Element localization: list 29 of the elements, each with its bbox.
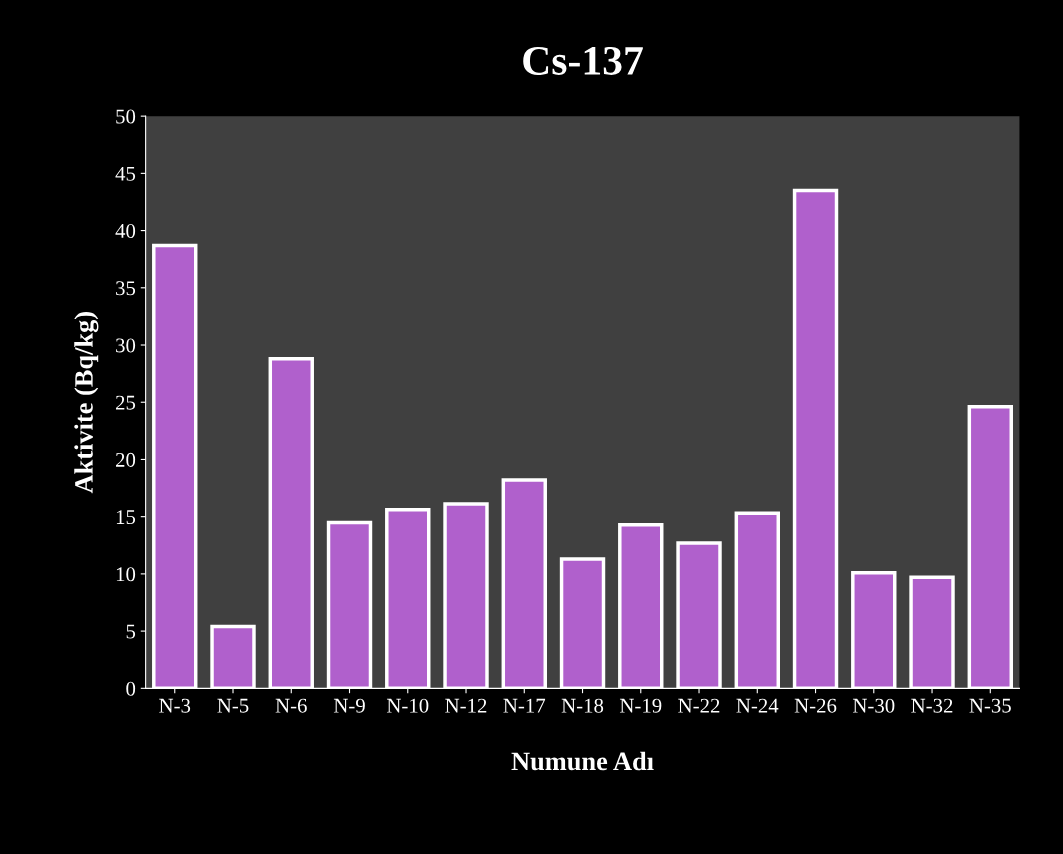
x-tick-label: N-19 <box>619 698 662 713</box>
y-axis-title: Aktivite (Bq/kg) <box>74 312 99 494</box>
x-tick-label: N-10 <box>386 698 429 713</box>
x-tick-label: N-26 <box>794 698 837 713</box>
y-tick-label: 5 <box>126 624 136 639</box>
x-axis-title: Numune Adı <box>511 751 654 771</box>
y-tick-label: 15 <box>116 510 136 525</box>
x-tick-label: N-9 <box>333 698 365 713</box>
x-tick-label: N-3 <box>159 698 191 713</box>
y-tick-label: 30 <box>116 338 136 353</box>
x-tick-label: N-32 <box>911 698 953 713</box>
x-tick-label: N-12 <box>445 698 487 713</box>
y-tick-label: 40 <box>115 223 136 239</box>
y-tick-label: 50 <box>116 109 136 124</box>
chart-title: Cs-137 <box>523 46 643 75</box>
x-tick-label: N-17 <box>503 698 546 713</box>
x-tick-label: N-5 <box>217 698 249 713</box>
y-tick-label: 45 <box>115 166 136 181</box>
y-tick-label: 20 <box>115 452 136 467</box>
y-tick-label: 25 <box>115 395 136 410</box>
x-tick-label: N-18 <box>561 698 604 713</box>
y-tick-label: 0 <box>126 681 136 696</box>
x-tick-label: N-35 <box>969 698 1011 713</box>
x-tick-label: N-24 <box>736 698 779 713</box>
y-tick-label: 10 <box>116 567 136 582</box>
x-tick-label: N-22 <box>678 698 720 713</box>
x-tick-label: N-30 <box>852 698 895 713</box>
y-tick-label: 35 <box>116 281 136 296</box>
x-tick-label: N-6 <box>275 698 307 713</box>
